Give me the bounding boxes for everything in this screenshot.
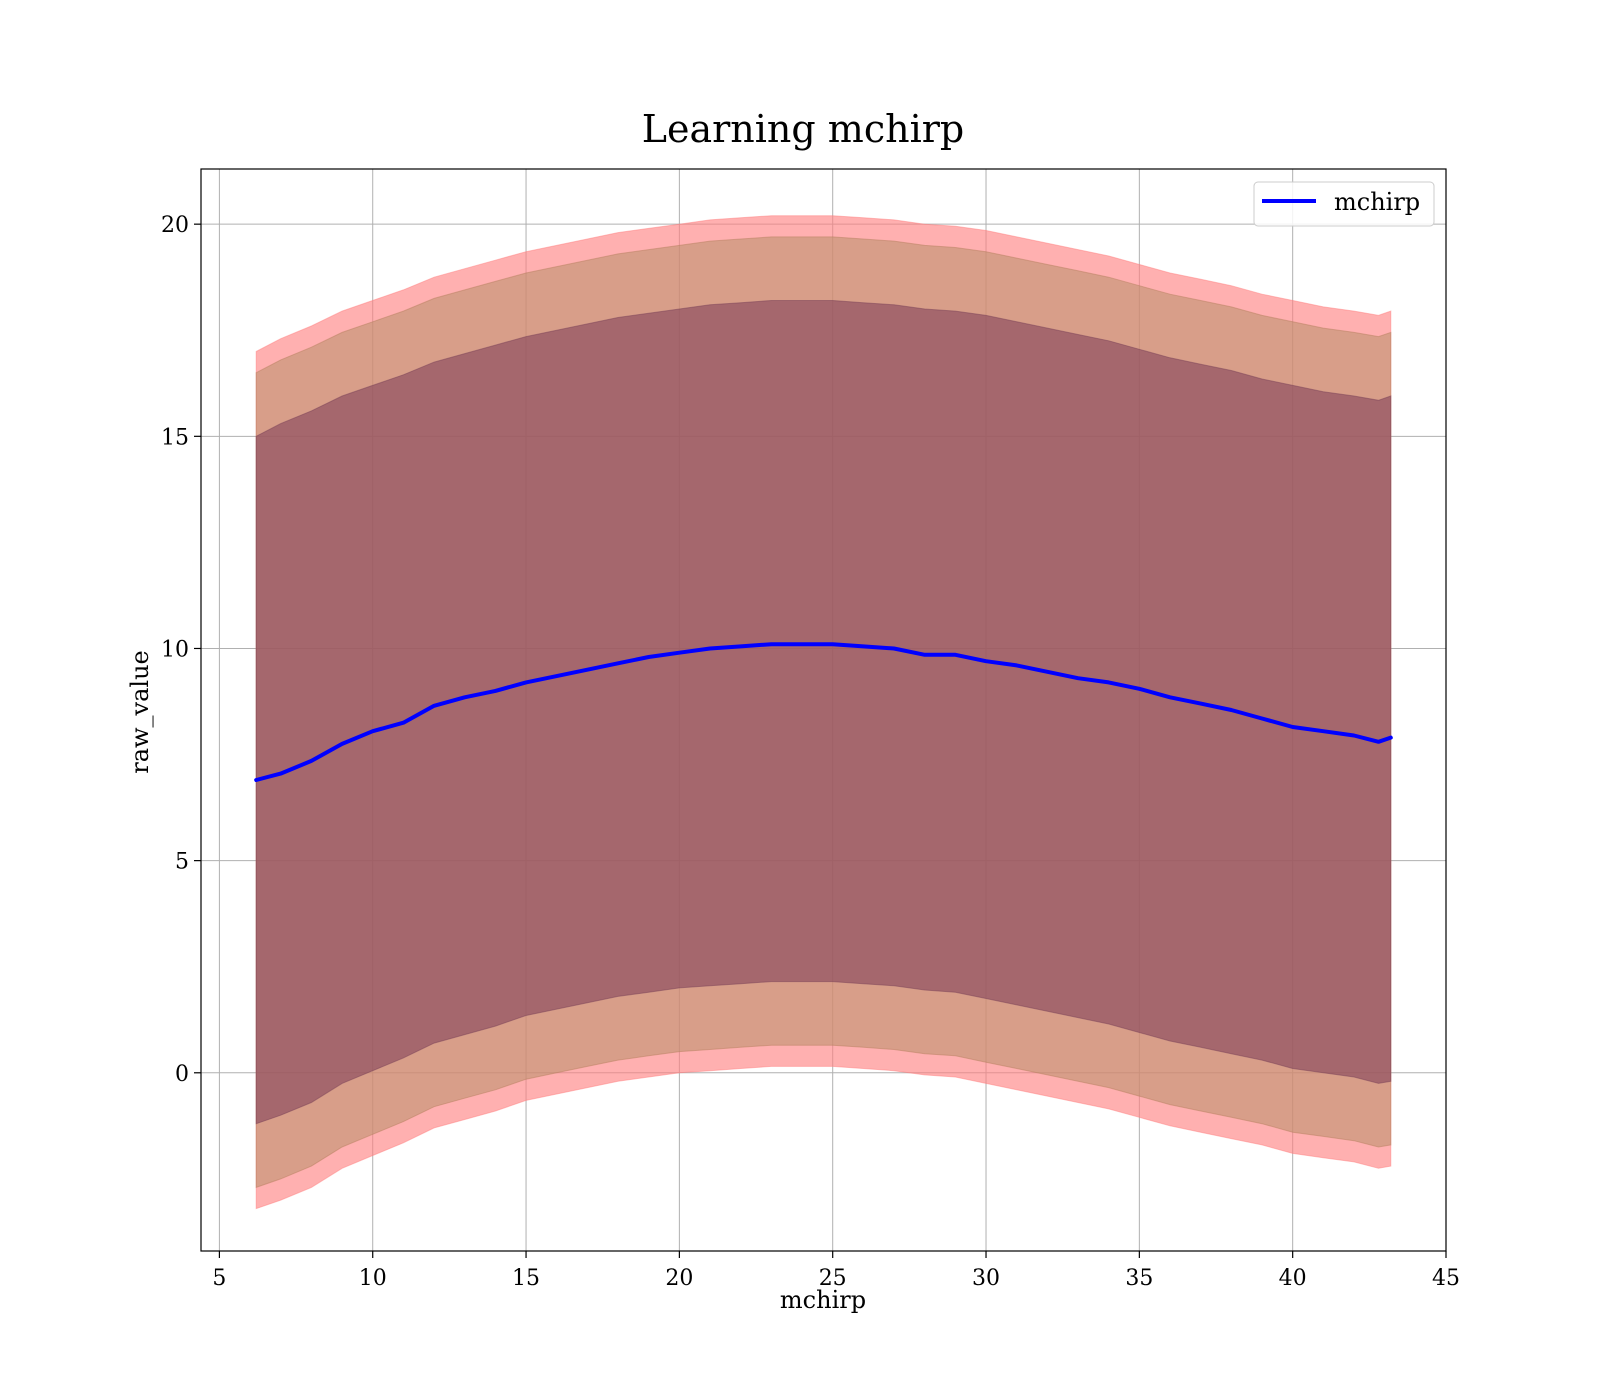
legend-box	[1253, 181, 1435, 227]
y-tick-label: 20	[161, 213, 189, 238]
x-tick-label: 40	[1279, 1266, 1307, 1291]
legend-label: mchirp	[1334, 188, 1420, 216]
x-tick-label: 25	[819, 1266, 847, 1291]
x-tick-label: 20	[665, 1266, 693, 1291]
y-tick-label: 10	[161, 637, 189, 662]
y-tick-label: 5	[175, 850, 189, 875]
series-line-mchirp	[254, 642, 1393, 782]
x-tick-label: 10	[359, 1266, 387, 1291]
x-axis-label: mchirp	[780, 1286, 866, 1314]
x-tick-label: 30	[972, 1266, 1000, 1291]
line-layer	[254, 642, 1393, 782]
legend: mchirp	[1253, 181, 1435, 227]
x-tick-label: 45	[1432, 1266, 1460, 1291]
y-axis-label: raw_value	[126, 650, 154, 774]
band-layer	[255, 215, 1392, 1210]
x-tick-label: 35	[1125, 1266, 1153, 1291]
confidence-band-3	[255, 300, 1392, 1125]
tick-layer: 5 10 15 20 25 30 35 40 45 0 5 10 15 20	[161, 213, 1460, 1291]
plot-frame	[200, 168, 1447, 1252]
x-tick-label: 5	[212, 1266, 226, 1291]
y-tick-label: 0	[175, 1062, 189, 1087]
y-tick-label: 15	[161, 425, 189, 450]
x-tick-label: 15	[512, 1266, 540, 1291]
chart-title: Learning mchirp	[642, 107, 964, 151]
